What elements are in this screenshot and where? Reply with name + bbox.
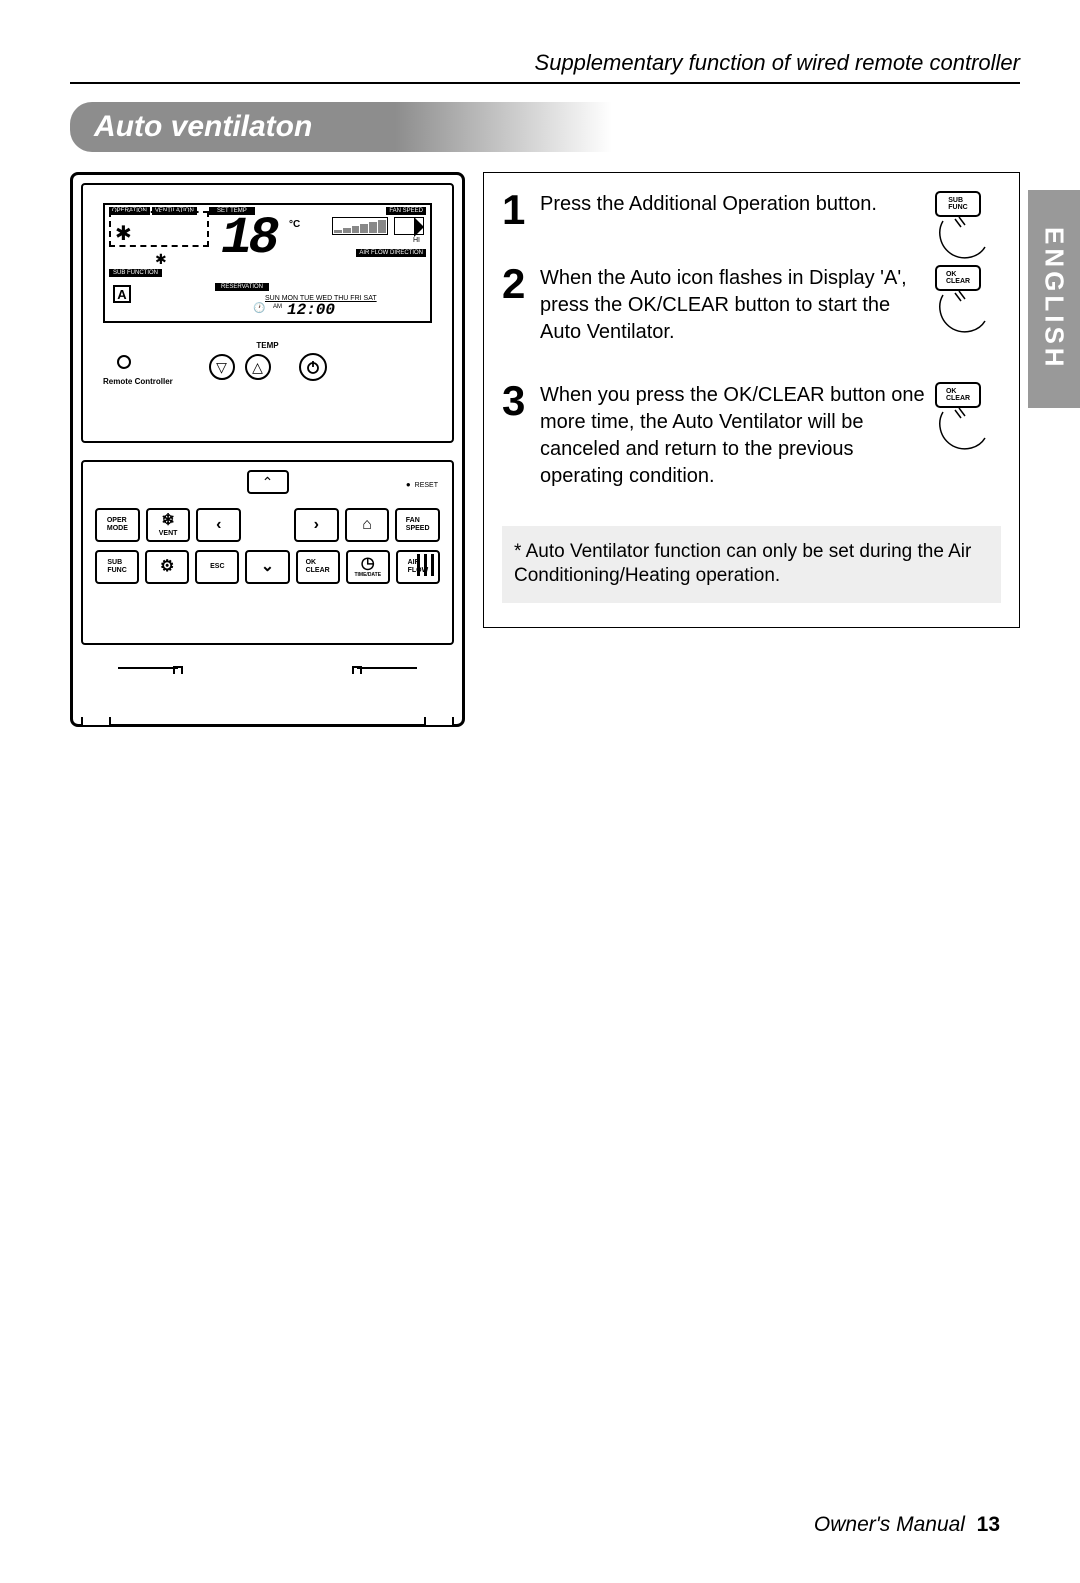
foot-div-left bbox=[118, 667, 178, 669]
temp-buttons-row: ▽ △ bbox=[83, 353, 452, 381]
step-1: 1 Press the Additional Operation button.… bbox=[502, 191, 1001, 229]
timer-button[interactable]: ◷TIME/DATE bbox=[346, 550, 390, 584]
fan-arrow-icon bbox=[394, 217, 424, 235]
step-text: Press the Additional Operation button. bbox=[540, 191, 1001, 218]
oper-mode-button[interactable]: OPER MODE bbox=[95, 508, 140, 542]
hand-press-icon: OK CLEAR bbox=[935, 382, 1005, 454]
lcd-screen: OPERATION VENTILATION SET TEMP FAN SPEED… bbox=[103, 203, 432, 323]
temp-down-button[interactable]: ▽ bbox=[209, 354, 235, 380]
fan-level-bars bbox=[332, 217, 388, 235]
lcd-subfunction-chip: SUB FUNCTION bbox=[109, 269, 162, 277]
nav-down-button[interactable]: ⌄ bbox=[245, 550, 289, 584]
lcd-time: 12:00 bbox=[287, 301, 335, 319]
tab-notch-right bbox=[352, 666, 362, 674]
clock-icon: 🕐 bbox=[253, 303, 265, 314]
footer: Owner's Manual 13 bbox=[814, 1513, 1000, 1537]
foot-notch-left bbox=[81, 717, 111, 727]
page-number: 13 bbox=[977, 1513, 1000, 1536]
step-number: 3 bbox=[502, 382, 530, 420]
footer-label: Owner's Manual bbox=[814, 1513, 965, 1536]
remote-lower-panel: ⌃ RESET OPER MODE ❄VENT ‹ › ⌂ FAN SPEED … bbox=[81, 460, 454, 645]
steps-panel: 1 Press the Additional Operation button.… bbox=[483, 172, 1020, 628]
a-callout-box: A bbox=[113, 285, 131, 303]
home-button[interactable]: ⌂ bbox=[345, 508, 390, 542]
esc-button[interactable]: ESC bbox=[195, 550, 239, 584]
nav-right-button[interactable]: › bbox=[294, 508, 339, 542]
remote-upper-panel: OPERATION VENTILATION SET TEMP FAN SPEED… bbox=[81, 183, 454, 443]
snowflake-icon: ✱ bbox=[115, 221, 132, 246]
settings-button[interactable]: ⚙ bbox=[145, 550, 189, 584]
hand-press-icon: OK CLEAR bbox=[935, 265, 1005, 337]
sub-func-key-icon: SUB FUNC bbox=[935, 191, 981, 217]
tab-notch-left bbox=[173, 666, 183, 674]
note-box: * Auto Ventilator function can only be s… bbox=[502, 526, 1001, 603]
lcd-degc: °C bbox=[289, 219, 300, 230]
ok-clear-key-icon: OK CLEAR bbox=[935, 382, 981, 408]
supplementary-title: Supplementary function of wired remote c… bbox=[70, 50, 1020, 76]
language-tab: ENGLISH bbox=[1028, 190, 1080, 408]
header-rule bbox=[70, 82, 1020, 84]
foot-notch-right bbox=[424, 717, 454, 727]
hand-press-icon: SUB FUNC bbox=[935, 191, 1005, 263]
remote-diagram: OPERATION VENTILATION SET TEMP FAN SPEED… bbox=[70, 172, 465, 727]
snowflake-icon-small: ✱ bbox=[155, 251, 167, 268]
foot-div-right bbox=[357, 667, 417, 669]
key-row-2: SUB FUNC ⚙ ESC ⌄ OK CLEAR ◷TIME/DATE AIR… bbox=[95, 550, 440, 584]
step-number: 2 bbox=[502, 265, 530, 303]
nav-up-button[interactable]: ⌃ bbox=[247, 470, 289, 494]
section-title: Auto ventilaton bbox=[70, 102, 612, 152]
step-2: 2 When the Auto icon flashes in Display … bbox=[502, 265, 1001, 346]
temp-up-button[interactable]: △ bbox=[245, 354, 271, 380]
ok-clear-button[interactable]: OK CLEAR bbox=[296, 550, 340, 584]
lcd-airflow-chip: AIR FLOW DIRECTION bbox=[356, 249, 426, 257]
content-columns: OPERATION VENTILATION SET TEMP FAN SPEED… bbox=[70, 172, 1020, 727]
power-button[interactable] bbox=[299, 353, 327, 381]
temp-label: TEMP bbox=[256, 341, 278, 350]
key-row-1: OPER MODE ❄VENT ‹ › ⌂ FAN SPEED bbox=[95, 508, 440, 542]
lcd-reservation-chip: RESERVATION bbox=[215, 283, 269, 291]
ok-clear-key-icon: OK CLEAR bbox=[935, 265, 981, 291]
step-text: When the Auto icon flashes in Display 'A… bbox=[540, 265, 1001, 346]
step-3: 3 When you press the OK/CLEAR button one… bbox=[502, 382, 1001, 490]
sub-func-button[interactable]: SUB FUNC bbox=[95, 550, 139, 584]
reset-label: RESET bbox=[406, 480, 438, 489]
vent-button[interactable]: ❄VENT bbox=[146, 508, 191, 542]
fan-speed-button[interactable]: FAN SPEED bbox=[395, 508, 440, 542]
grip-lines bbox=[415, 554, 434, 576]
nav-left-button[interactable]: ‹ bbox=[196, 508, 241, 542]
lcd-temperature: 18 bbox=[221, 213, 275, 265]
lcd-am: AM bbox=[273, 304, 282, 310]
lcd-fanspeed-chip: FAN SPEED bbox=[386, 207, 426, 215]
page-header: Supplementary function of wired remote c… bbox=[70, 50, 1020, 84]
step-text: When you press the OK/CLEAR button one m… bbox=[540, 382, 1001, 490]
lcd-hi: HI bbox=[413, 237, 420, 244]
step-number: 1 bbox=[502, 191, 530, 229]
